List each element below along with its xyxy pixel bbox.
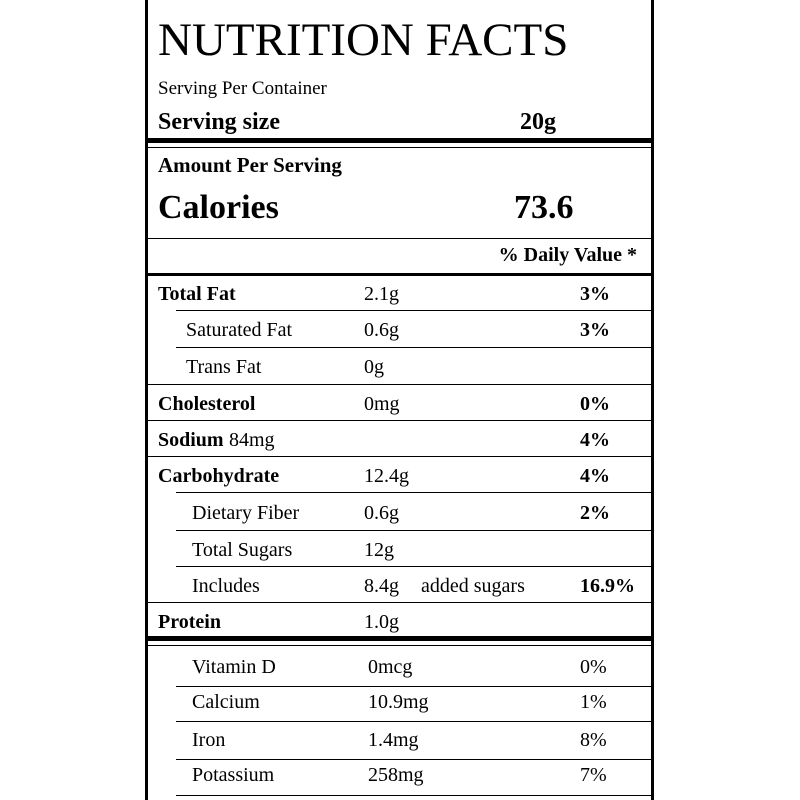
- vitamin-name: Calcium: [192, 691, 260, 713]
- calories-value: 73.6: [514, 189, 574, 226]
- title: NUTRITION FACTS: [158, 14, 569, 66]
- nutrient-name: Sodium: [158, 429, 224, 451]
- divider: [148, 273, 651, 276]
- nutrient-amount: 0g: [364, 356, 384, 378]
- nutrient-name: Carbohydrate: [158, 465, 280, 487]
- nutrient-dv: 2%: [580, 502, 610, 524]
- divider: [148, 636, 651, 641]
- vitamin-amount: 10.9mg: [368, 691, 429, 713]
- row-divider: [176, 686, 651, 687]
- row-divider: [176, 310, 651, 311]
- row-divider: [148, 602, 651, 603]
- vitamin-amount: 1.4mg: [368, 729, 419, 751]
- nutrient-dv: 3%: [580, 319, 610, 341]
- serving-size-label: Serving size: [158, 109, 280, 135]
- nutrient-amount: 2.1g: [364, 283, 399, 305]
- nutrient-dv: 4%: [580, 465, 610, 487]
- row-divider: [176, 492, 651, 493]
- row-divider: [176, 347, 651, 348]
- nutrient-amount: 12g: [364, 539, 394, 561]
- nutrient-name: Includes: [192, 575, 260, 597]
- daily-value-header: % Daily Value *: [498, 244, 637, 266]
- nutrient-name: Dietary Fiber: [192, 502, 300, 524]
- vitamin-amount: 0mcg: [368, 656, 413, 678]
- row-divider: [176, 795, 651, 796]
- divider: [148, 645, 651, 646]
- serving-per-container: Serving Per Container: [158, 78, 327, 99]
- row-divider: [148, 456, 651, 457]
- vitamin-dv: 8%: [580, 729, 607, 751]
- row-divider: [176, 759, 651, 760]
- divider: [148, 138, 651, 143]
- divider: [148, 238, 651, 239]
- nutrient-name: Saturated Fat: [186, 319, 293, 341]
- nutrient-name: Total Fat: [158, 283, 236, 305]
- row-divider: [176, 721, 651, 722]
- vitamin-amount: 258mg: [368, 764, 424, 786]
- row-divider: [148, 420, 651, 421]
- nutrient-name: Cholesterol: [158, 393, 256, 415]
- row-divider: [176, 566, 651, 567]
- nutrient-dv: 4%: [580, 429, 610, 451]
- nutrition-label: NUTRITION FACTS Serving Per Container Se…: [145, 0, 654, 800]
- nutrient-name: Protein: [158, 611, 221, 633]
- amount-label: Amount Per Serving: [158, 153, 342, 177]
- serving-size: 20g: [520, 109, 556, 135]
- nutrient-amount: 0mg: [364, 393, 400, 415]
- vitamin-name: Iron: [192, 729, 226, 751]
- nutrient-dv: 16.9%: [580, 575, 635, 597]
- divider: [148, 147, 651, 148]
- vitamin-name: Potassium: [192, 764, 275, 786]
- nutrient-name: Trans Fat: [186, 356, 262, 378]
- nutrient-amount: 0.6g: [364, 502, 399, 524]
- nutrient-amount: 8.4g: [364, 575, 399, 597]
- vitamin-dv: 1%: [580, 691, 607, 713]
- vitamin-dv: 7%: [580, 764, 607, 786]
- nutrient-amount: 0.6g: [364, 319, 399, 341]
- row-divider: [148, 384, 651, 385]
- nutrient-amount: 1.0g: [364, 611, 399, 633]
- row-divider: [176, 530, 651, 531]
- nutrient-amount: 84mg: [229, 429, 275, 451]
- nutrient-name: Total Sugars: [192, 539, 293, 561]
- nutrient-extra: added sugars: [421, 575, 525, 597]
- nutrient-amount: 12.4g: [364, 465, 409, 487]
- vitamin-name: Vitamin D: [192, 656, 276, 678]
- calories-label: Calories: [158, 189, 279, 226]
- nutrient-dv: 3%: [580, 283, 610, 305]
- nutrient-dv: 0%: [580, 393, 610, 415]
- vitamin-dv: 0%: [580, 656, 607, 678]
